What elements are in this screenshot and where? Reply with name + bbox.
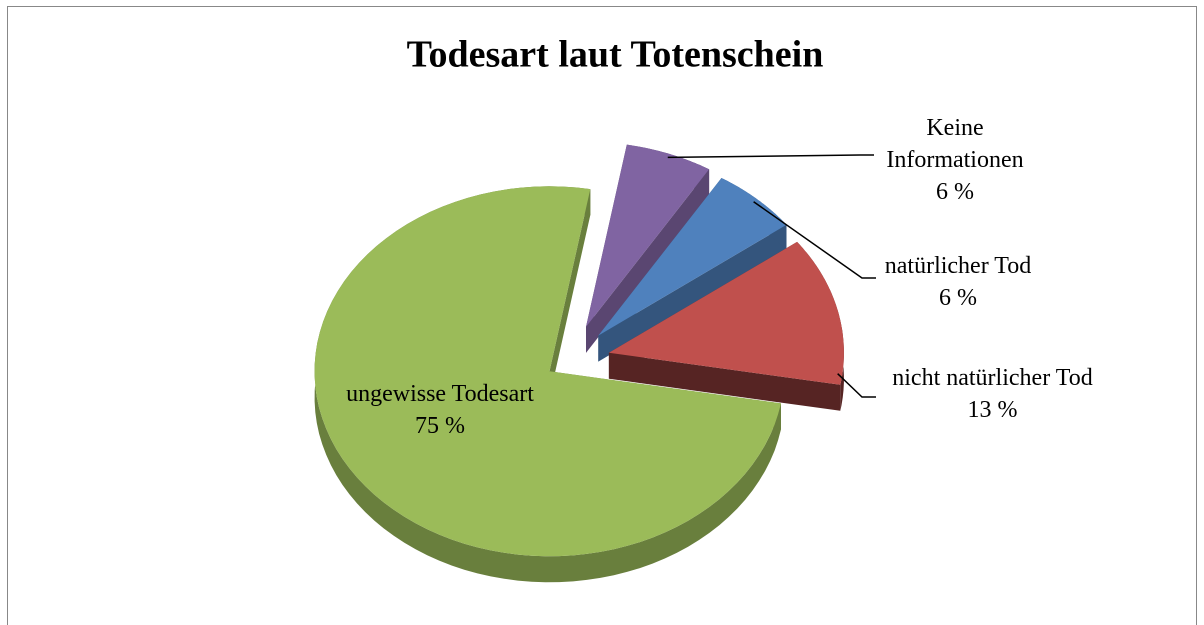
label-category: natürlicher Tod: [884, 253, 1032, 279]
label-value: 6 %: [936, 179, 974, 205]
label-category: Keine Informationen: [886, 115, 1024, 173]
data-label-box: Keine Informationen 6 %: [860, 112, 1050, 208]
data-label-box: nicht natürlicher Tod 13 %: [875, 362, 1110, 426]
slice: [608, 241, 844, 385]
label-category: nicht natürlicher Tod: [892, 365, 1093, 391]
label-category: ungewisse Todesart: [346, 381, 534, 407]
data-label: ungewisse Todesart 75 %: [340, 378, 540, 442]
slice: [586, 144, 710, 327]
data-label: nicht natürlicher Tod 13 %: [875, 362, 1110, 426]
slice: [314, 186, 781, 557]
leader-line: [837, 373, 876, 398]
data-label: natürlicher Tod 6 %: [858, 250, 1058, 314]
chart-title: Todesart laut Totenschein: [407, 34, 824, 76]
slice-side: [608, 352, 841, 411]
label-value: 6 %: [939, 285, 977, 311]
data-label: Keine Informationen 6 %: [860, 112, 1050, 208]
label-value: 13 %: [967, 397, 1018, 423]
label-value: 75 %: [415, 413, 465, 439]
slice-side: [586, 169, 710, 353]
data-label-box: natürlicher Tod 6 %: [858, 250, 1058, 314]
leader-line: [667, 154, 874, 159]
slice-side: [598, 224, 787, 362]
leader-line: [753, 201, 876, 279]
slice-side: [549, 189, 591, 398]
slice: [598, 178, 787, 336]
data-label-box: ungewisse Todesart 75 %: [340, 378, 540, 442]
